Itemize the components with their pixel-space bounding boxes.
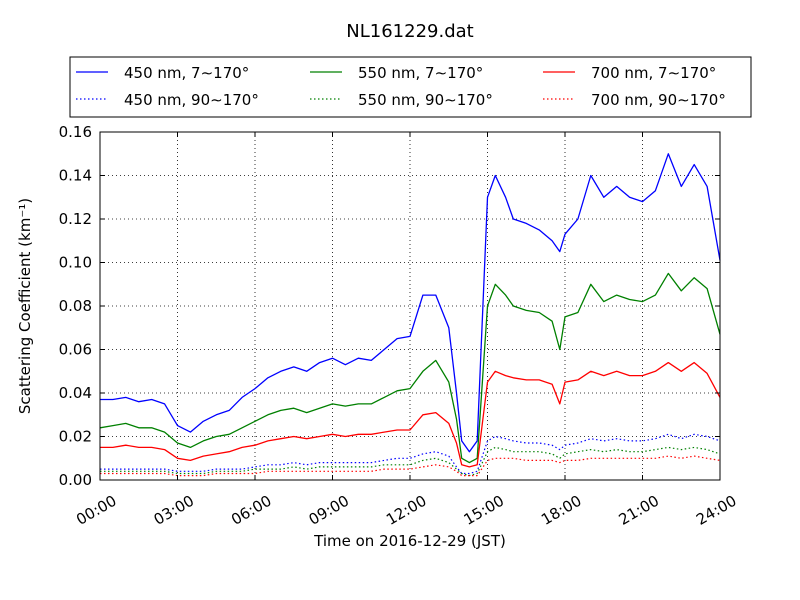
series-group — [99, 153, 721, 477]
legend-box — [69, 56, 752, 118]
x-tick-label: 09:00 — [306, 492, 352, 529]
x-axis: 00:00 03:00 06:00 09:00 12:00 15:00 18:00 21:00… — [73, 132, 740, 529]
legend-label-3: 450 nm, 90∼170° — [124, 91, 259, 109]
legend-label-2: 700 nm, 7∼170° — [591, 64, 716, 82]
chart-title: NL161229.dat — [346, 21, 473, 42]
y-tick-label: 0.02 — [59, 428, 92, 446]
x-tick-label: 03:00 — [151, 492, 197, 529]
y-tick-label: 0.14 — [59, 167, 92, 185]
legend: 450 nm, 7∼170° 550 nm, 7∼170° 700 nm, 7∼17… — [69, 56, 752, 118]
x-tick-label: 24:00 — [693, 492, 739, 529]
y-tick-label: 0.04 — [59, 384, 92, 402]
legend-label-1: 550 nm, 7∼170° — [358, 64, 483, 82]
legend-label-5: 700 nm, 90∼170° — [591, 91, 726, 109]
grid — [100, 132, 720, 480]
x-tick-label: 18:00 — [538, 492, 584, 529]
y-tick-label: 0.10 — [59, 254, 92, 272]
y-tick-label: 0.12 — [59, 210, 92, 228]
x-tick-label: 00:00 — [73, 492, 119, 529]
legend-label-4: 550 nm, 90∼170° — [358, 91, 493, 109]
series-line-0 — [100, 153, 721, 453]
y-tick-label: 0.16 — [59, 123, 92, 141]
x-tick-label: 15:00 — [461, 492, 507, 529]
x-tick-label: 21:00 — [616, 492, 662, 529]
y-tick-label: 0.08 — [59, 297, 92, 315]
y-tick-label: 0.06 — [59, 341, 92, 359]
x-axis-label: Time on 2016-12-29 (JST) — [313, 532, 506, 550]
x-tick-label: 12:00 — [383, 492, 429, 529]
y-axis: 0.00 0.02 0.04 0.06 0.08 0.10 0.12 0.14 0.16 — [59, 123, 720, 489]
series-line-3 — [100, 433, 721, 475]
series-line-2 — [100, 361, 721, 468]
legend-label-0: 450 nm, 7∼170° — [124, 64, 249, 82]
series-line-4 — [100, 446, 721, 477]
y-axis-label: Scattering Coefficient (km⁻¹) — [16, 198, 34, 414]
series-line-1 — [99, 272, 721, 464]
series-line-5 — [100, 455, 721, 477]
y-tick-label: 0.00 — [59, 471, 92, 489]
x-tick-label: 06:00 — [228, 492, 274, 529]
